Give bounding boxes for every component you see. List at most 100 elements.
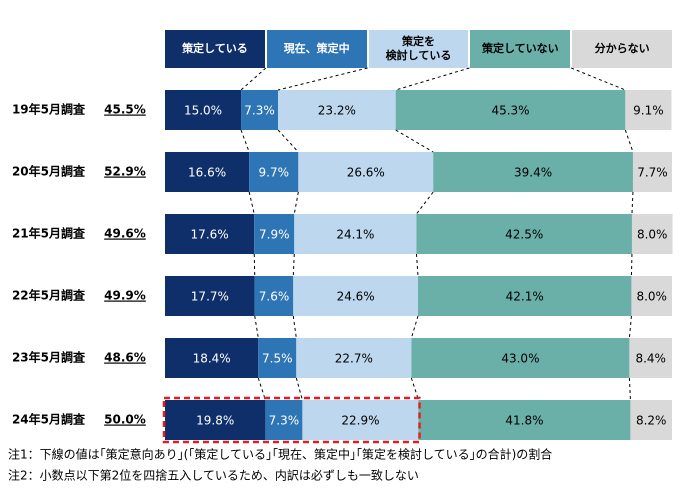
bar-segment xyxy=(631,276,672,316)
value-label: 19.8% xyxy=(196,414,234,428)
bar-segment xyxy=(165,152,250,192)
bar-segment xyxy=(411,338,630,378)
connector xyxy=(571,67,626,91)
bar-segment xyxy=(293,276,418,316)
connector xyxy=(624,129,634,153)
connector xyxy=(240,129,250,153)
value-label: 24.1% xyxy=(336,228,374,242)
row-label: 21年5月調査 xyxy=(12,226,86,241)
value-label: 41.8% xyxy=(505,414,543,428)
value-label: 9.1% xyxy=(633,104,664,118)
value-label: 18.4% xyxy=(193,352,231,366)
bar-segment xyxy=(165,276,255,316)
bar-segment xyxy=(630,400,672,440)
connector xyxy=(254,315,259,339)
legend-item: 現在、策定中 xyxy=(266,30,367,68)
value-label: 7.9% xyxy=(259,228,290,242)
connector xyxy=(253,253,256,277)
connector xyxy=(295,377,303,401)
bar-segment xyxy=(254,276,294,316)
connector xyxy=(631,191,634,215)
bar-segment xyxy=(632,152,672,192)
bar-segment xyxy=(296,338,412,378)
connector xyxy=(277,129,299,153)
legend-item: 策定している xyxy=(165,30,265,68)
value-label: 8.2% xyxy=(636,414,667,428)
value-label: 8.4% xyxy=(635,352,666,366)
connector xyxy=(248,191,255,215)
value-label: 8.0% xyxy=(637,228,668,242)
bar-segment xyxy=(417,276,632,316)
bar-segment xyxy=(629,338,672,378)
value-label: 17.7% xyxy=(191,290,229,304)
bar-segment xyxy=(395,90,626,130)
note: 注1：下線の値は｢策定意向あり｣(｢策定している｣｢現在、策定中｣｢策定を検討し… xyxy=(8,447,552,462)
value-label: 42.1% xyxy=(506,290,544,304)
bar-segment xyxy=(416,214,632,254)
connector xyxy=(395,129,434,153)
summary-value: 49.6% xyxy=(104,227,146,241)
value-label: 7.3% xyxy=(244,104,275,118)
bar-segment xyxy=(165,214,255,254)
bar-segment xyxy=(294,214,417,254)
connector xyxy=(292,315,297,339)
value-label: 23.2% xyxy=(318,104,356,118)
value-label: 7.6% xyxy=(259,290,290,304)
bar-segment xyxy=(418,400,631,440)
connector xyxy=(410,377,419,401)
value-label: 7.3% xyxy=(269,414,300,428)
value-label: 39.4% xyxy=(514,166,552,180)
bar-segment xyxy=(298,152,434,192)
summary-value: 52.9% xyxy=(104,165,146,179)
summary-value: 49.9% xyxy=(104,289,146,303)
value-label: 16.6% xyxy=(188,166,226,180)
row-label: 19年5月調査 xyxy=(12,102,86,117)
connector xyxy=(277,67,368,91)
value-label: 45.3% xyxy=(491,104,529,118)
summary-value: 50.0% xyxy=(104,413,146,427)
value-label: 7.5% xyxy=(262,352,293,366)
legend-item: 策定していない xyxy=(470,30,571,68)
value-label: 43.0% xyxy=(501,352,539,366)
value-label: 26.6% xyxy=(347,166,385,180)
bar-segment xyxy=(165,90,242,130)
value-label: 15.0% xyxy=(184,104,222,118)
value-label: 22.9% xyxy=(341,414,379,428)
row-label: 24年5月調査 xyxy=(12,412,86,427)
connector xyxy=(628,377,631,401)
connector xyxy=(257,377,266,401)
value-label: 22.7% xyxy=(335,352,373,366)
value-label: 17.6% xyxy=(191,228,229,242)
legend-item: 分からない xyxy=(572,30,672,68)
row-label: 22年5月調査 xyxy=(12,288,86,303)
bar-segment xyxy=(165,400,266,440)
value-label: 24.6% xyxy=(337,290,375,304)
value-label: 42.5% xyxy=(505,228,543,242)
connector xyxy=(628,315,632,339)
connector xyxy=(416,191,434,215)
bar-segment xyxy=(631,214,673,254)
connector xyxy=(410,315,419,339)
connector xyxy=(630,253,633,277)
connector xyxy=(395,67,470,91)
value-label: 8.0% xyxy=(636,290,667,304)
note: 注2：小数点以下第2位を四捨五入しているため、内訳は必ずしも一致しない xyxy=(8,468,419,483)
bar-segment xyxy=(302,400,419,440)
value-label: 7.7% xyxy=(637,166,668,180)
value-label: 9.7% xyxy=(259,166,290,180)
bar-segment xyxy=(249,152,299,192)
bar-segment xyxy=(258,338,297,378)
row-label: 23年5月調査 xyxy=(12,350,86,365)
row-label: 20年5月調査 xyxy=(12,164,86,179)
bar-segment xyxy=(265,400,303,440)
bar-segment xyxy=(625,90,672,130)
summary-value: 48.6% xyxy=(104,351,146,365)
bar-segment xyxy=(433,152,633,192)
legend-item: 策定を 検討している xyxy=(368,30,469,68)
bar-segment xyxy=(241,90,279,130)
connector xyxy=(292,253,295,277)
connector xyxy=(293,191,299,215)
bar-segment xyxy=(165,338,259,378)
